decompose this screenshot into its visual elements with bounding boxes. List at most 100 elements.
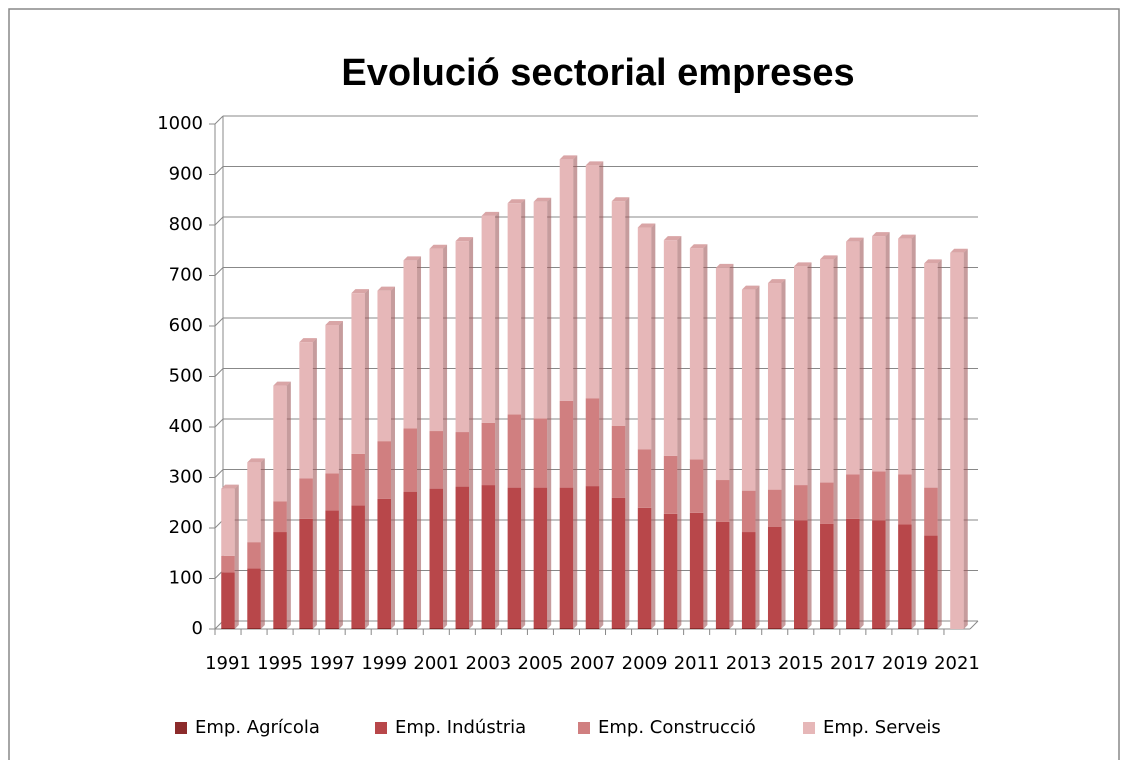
bar-segment: [898, 627, 912, 629]
bar-segment: [403, 627, 418, 629]
bar-segment: [533, 418, 548, 488]
bar-segment: [533, 487, 548, 628]
bar-segment: [663, 240, 678, 456]
bar-segment: [325, 473, 339, 511]
grid-line: [214, 166, 224, 175]
bar-side: [651, 223, 656, 629]
bar-side: [937, 259, 942, 629]
bar-top: [559, 155, 578, 160]
bar-side: [521, 199, 526, 629]
bar-segment: [377, 627, 391, 629]
bar-segment: [351, 293, 365, 454]
bar-side: [443, 244, 448, 630]
bar-segment: [663, 455, 678, 514]
x-tick-label: 2021: [934, 653, 980, 674]
bar-side: [703, 244, 708, 630]
x-tick-label: 2003: [465, 653, 511, 674]
bar-segment: [273, 501, 287, 533]
bar-segment: [507, 414, 522, 488]
bar-side: [260, 458, 265, 629]
bar-segment: [351, 453, 365, 506]
legend-label: Emp. Serveis: [823, 717, 941, 738]
bar-top: [507, 199, 526, 204]
bar-segment: [767, 526, 782, 628]
bar-segment: [247, 542, 261, 569]
legend-label: Emp. Agrícola: [195, 717, 320, 738]
bar-side: [859, 237, 864, 630]
bar-side: [469, 237, 474, 629]
bar-side: [573, 155, 578, 629]
bar-segment: [794, 485, 808, 521]
bar-top: [898, 234, 916, 239]
bar-segment: [559, 487, 574, 628]
bar-top: [820, 255, 838, 260]
bar-segment: [950, 252, 964, 629]
x-tick-label: 2007: [570, 653, 616, 674]
bar-segment: [637, 227, 652, 450]
x-tick-label: 2005: [518, 653, 564, 674]
legend-swatch: [578, 722, 590, 734]
bar-segment: [689, 512, 704, 628]
bar-segment: [715, 627, 730, 629]
grid-line: [214, 368, 224, 377]
chart-title: Evolució sectorial empreses: [341, 52, 854, 94]
bar-top: [924, 259, 942, 264]
bar-segment: [429, 431, 444, 489]
bar-segment: [429, 488, 444, 628]
bar-top: [403, 256, 422, 261]
bar-segment: [455, 432, 470, 487]
bar-segment: [637, 449, 652, 508]
bar-segment: [455, 486, 470, 628]
bar-segment: [611, 497, 626, 628]
bar-side: [495, 211, 500, 629]
bar-segment: [689, 459, 704, 513]
bar-segment: [481, 422, 496, 486]
bar-segment: [507, 627, 522, 629]
bar-segment: [767, 489, 782, 527]
bar-segment: [481, 485, 496, 628]
bar-segment: [741, 627, 756, 629]
bar-segment: [741, 532, 756, 628]
x-tick-label: 2013: [726, 653, 772, 674]
x-tick-label: 2019: [882, 653, 928, 674]
bar-side: [885, 232, 890, 630]
grid-line: [214, 267, 224, 276]
bar-segment: [767, 283, 782, 490]
bar-segment: [559, 159, 574, 401]
bar-segment: [846, 241, 860, 475]
bar-segment: [403, 260, 418, 429]
grid-line: [214, 469, 224, 478]
bar-segment: [741, 490, 756, 533]
y-tick-label: 700: [169, 265, 203, 286]
bar-segment: [846, 627, 860, 629]
bar-segment: [455, 627, 470, 629]
bar-segment: [325, 510, 339, 628]
bar-segment: [611, 627, 626, 629]
bar-segment: [611, 201, 626, 426]
bar-side: [417, 256, 422, 629]
bar-segment: [247, 627, 261, 629]
bar-segment: [924, 535, 938, 628]
bar-segment: [403, 491, 418, 628]
x-tick-label: 1991: [205, 653, 251, 674]
bar-segment: [872, 520, 886, 628]
bar-segment: [403, 428, 418, 492]
y-tick-label: 300: [169, 467, 203, 488]
bar-segment: [924, 627, 938, 629]
bar-segment: [299, 518, 313, 628]
bar-segment: [221, 488, 235, 556]
bar-segment: [325, 324, 339, 474]
bar-segment: [872, 236, 886, 472]
bar-segment: [794, 266, 808, 486]
bar-segment: [820, 523, 834, 628]
bar-side: [390, 286, 395, 629]
bar-segment: [585, 165, 600, 399]
bar-segment: [637, 507, 652, 628]
bar-segment: [481, 215, 496, 423]
bar-side: [963, 248, 968, 629]
bar-top: [741, 285, 760, 290]
bar-top: [663, 236, 682, 241]
bar-segment: [689, 248, 704, 460]
floor-edge: [969, 620, 979, 630]
